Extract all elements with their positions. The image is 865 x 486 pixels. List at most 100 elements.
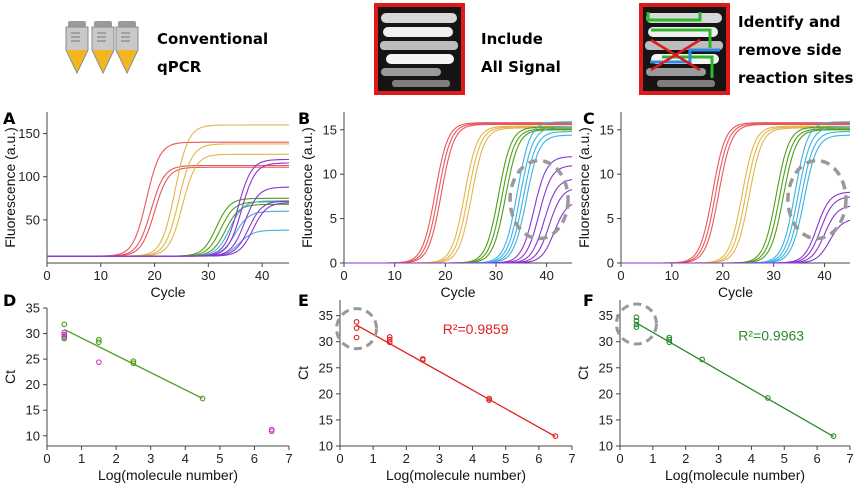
data-point (96, 336, 102, 343)
red-curve (47, 166, 289, 257)
y-tick-label: 30 (26, 326, 40, 341)
y-tick-label: 25 (319, 360, 333, 375)
x-tick-label: 2 (682, 451, 689, 466)
y-tick-label: 50 (26, 212, 40, 227)
x-tick-label: 30 (201, 268, 215, 283)
data-point (666, 339, 673, 346)
x-tick-label: 20 (716, 268, 730, 283)
data-point (486, 397, 492, 403)
y-tick-label: 0 (330, 256, 337, 271)
y-tick-label: 30 (319, 334, 333, 349)
purple-curve (621, 205, 851, 264)
panel-f: F 0 1 2 3 4 5 6 7 10 15 20 25 30 35 Log(molecule number… (575, 291, 854, 483)
y-tick-label: 5 (607, 211, 614, 226)
y-tick-label: 15 (26, 403, 40, 418)
data-point (61, 333, 68, 339)
data-point (633, 314, 640, 321)
y-tick-label: 35 (319, 308, 333, 323)
x-tick-label: 3 (147, 451, 154, 466)
purple-curve (344, 156, 573, 264)
panel-c: C 0 10 20 30 40 0 5 10 15 Cycle Fluorescence (a.u.) (576, 109, 851, 300)
gold-curve (47, 143, 289, 257)
x-tick-label: 1 (78, 451, 85, 466)
y-axis-title: Fluorescence (a.u.) (299, 127, 315, 248)
cyan-curve (621, 134, 850, 264)
panel-d: D 0 1 2 3 4 5 6 7 10 15 20 25 30 35 Log(molecule number… (2, 291, 293, 483)
data-point (268, 428, 275, 435)
x-tick-label: 6 (535, 451, 542, 466)
x-tick-label: 0 (336, 451, 343, 466)
tubes-icon (65, 21, 139, 75)
x-axis-title: Cycle (440, 284, 475, 300)
cyan-curve (47, 200, 289, 257)
r-squared-annotation: R²=0.9859 (443, 321, 509, 337)
microscopy-thumbnail-side-reactions (639, 3, 730, 95)
data-point (633, 324, 640, 330)
data-point (386, 334, 393, 340)
y-axis-title: Ct (575, 366, 591, 380)
x-tick-label: 30 (766, 268, 780, 283)
x-tick-label: 3 (715, 451, 722, 466)
panel-a: A 0 10 20 30 40 50 100 150 Cycle Fluorescence (a.u… (2, 109, 290, 300)
data-point (130, 358, 137, 365)
data-point (353, 334, 360, 341)
y-tick-label: 0 (607, 256, 614, 271)
microscopy-thumbnail-all-signal (374, 3, 465, 95)
x-tick-label: 4 (748, 451, 755, 466)
data-point (353, 325, 360, 332)
x-tick-label: 10 (94, 268, 108, 283)
cyan-curve (344, 134, 572, 264)
x-tick-label: 0 (43, 268, 50, 283)
x-tick-label: 20 (147, 268, 161, 283)
y-tick-label: 15 (319, 412, 333, 427)
x-tick-label: 20 (438, 268, 452, 283)
purple-curve (621, 219, 851, 264)
data-point (830, 433, 837, 439)
data-point (666, 336, 673, 343)
y-tick-label: 35 (26, 301, 40, 316)
data-point (96, 339, 102, 346)
data-point (199, 395, 206, 402)
header-text-identify-3: reaction sites (738, 69, 854, 87)
header-text-include-2: All Signal (481, 58, 561, 76)
panel-label: F (583, 291, 594, 310)
x-tick-label: 7 (846, 451, 853, 466)
cyan-curve (621, 131, 850, 264)
x-tick-label: 6 (251, 451, 258, 466)
panel-label: C (583, 109, 595, 128)
x-tick-label: 40 (255, 268, 269, 283)
x-tick-label: 40 (817, 268, 831, 283)
y-tick-label: 5 (330, 211, 337, 226)
x-tick-label: 2 (113, 451, 120, 466)
x-tick-label: 10 (665, 268, 679, 283)
panel-e: E 0 1 2 3 4 5 6 7 10 15 20 25 30 35 Log(molecule number… (295, 291, 576, 483)
x-tick-label: 3 (436, 451, 443, 466)
panel-label: B (298, 109, 310, 128)
y-tick-label: 15 (599, 412, 613, 427)
panel-label: D (3, 291, 16, 310)
x-tick-label: 5 (216, 451, 223, 466)
x-axis-title: Cycle (150, 284, 185, 300)
y-axis-title: Ct (295, 366, 311, 380)
data-point (633, 321, 640, 328)
header-text-identify-2: remove side (738, 41, 842, 59)
x-axis-title: Log(molecule number) (98, 467, 238, 483)
data-point (765, 395, 771, 401)
y-tick-label: 20 (599, 386, 613, 401)
red-curve (47, 141, 289, 257)
x-tick-label: 5 (502, 451, 509, 466)
y-axis-title: Ct (2, 370, 18, 384)
x-axis-title: Log(molecule number) (665, 467, 805, 483)
header-text-conventional-1: Conventional (157, 30, 268, 48)
data-point (353, 319, 360, 325)
x-tick-label: 5 (781, 451, 788, 466)
y-tick-label: 20 (319, 386, 333, 401)
x-tick-label: 1 (649, 451, 656, 466)
y-tick-label: 30 (599, 334, 613, 349)
y-tick-label: 10 (323, 167, 337, 182)
green-curve (47, 197, 289, 257)
x-tick-label: 4 (182, 451, 189, 466)
data-point (130, 360, 137, 367)
y-tick-label: 100 (18, 169, 40, 184)
